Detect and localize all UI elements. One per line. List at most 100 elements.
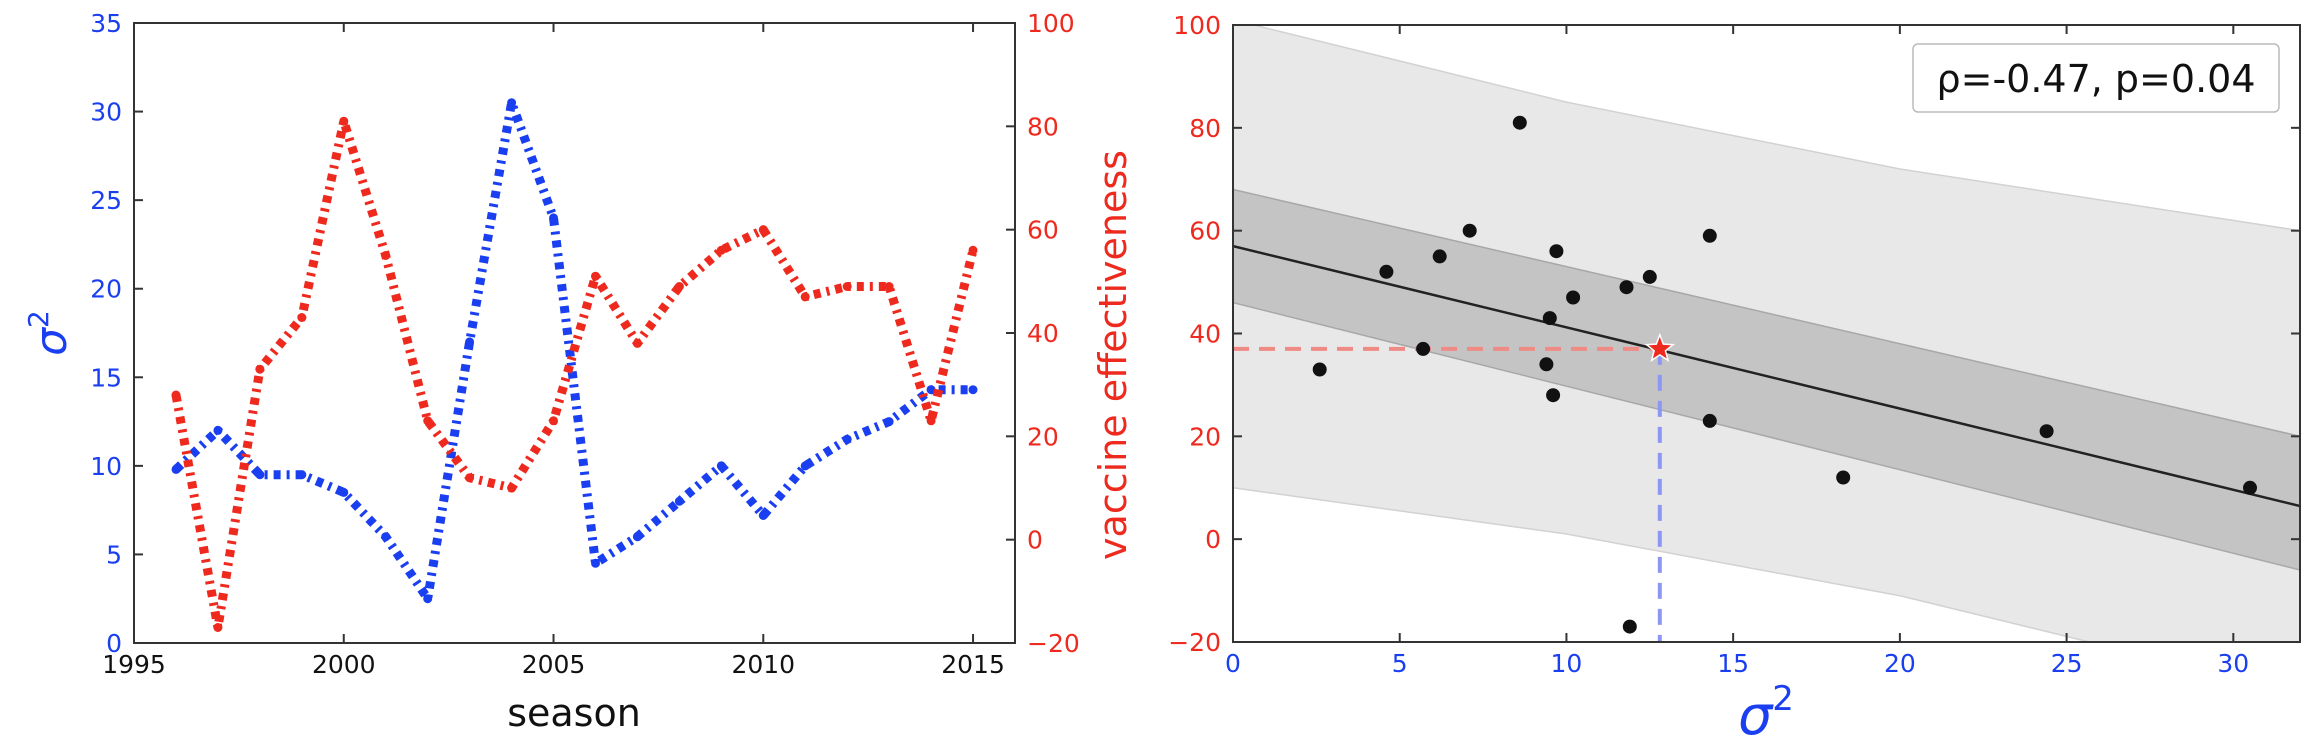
left-x-ticks: 1995 2000 2005 2010 2015 [102,23,1005,679]
x-tick-label: 2000 [312,650,376,679]
left-x-axis-label: season [507,691,641,735]
scatter-point [2243,480,2257,495]
series-point-blue [381,532,391,542]
scatter-point [1619,280,1634,295]
scatter-point [1379,264,1394,279]
scatter-point [1622,619,1637,634]
y-right-tick-label: −20 [1027,629,1080,658]
series-point-blue [800,461,810,471]
series-point-red [632,338,642,348]
y-tick-label: 40 [1189,320,1221,349]
right-x-axis-label-sup: 2 [1772,679,1794,719]
series-point-blue [507,98,517,108]
x-tick-label: 2005 [522,650,586,679]
series-point-red [591,271,600,281]
scatter-point [1566,290,1581,305]
series-point-blue [884,417,894,427]
scatter-point [1432,249,1447,264]
scatter-point [1546,388,1561,403]
star-marker [1644,332,1676,363]
left-y-axis-label: σ2 [22,310,77,356]
series-point-red [842,282,852,291]
series-point-red [674,282,684,291]
y-tick-label: 35 [90,9,122,38]
y-right-tick-label: 0 [1027,526,1043,555]
scatter-point [1702,228,1717,243]
scatter-point [1539,357,1554,372]
y-tick-label: 0 [1205,525,1221,554]
scatter-point [1642,269,1657,284]
x-tick-label: 20 [1884,649,1916,678]
annotation-box [1912,43,2280,113]
series-point-blue [968,385,978,395]
series-point-red [758,225,768,235]
series-point-blue [842,434,852,444]
y-tick-label: 30 [90,98,122,127]
right-y-ticks: −20 0 20 40 60 80 100 [1168,11,2300,657]
series-point-blue [465,337,475,347]
y-tick-label: 25 [90,186,122,215]
y-tick-label: 100 [1173,11,1221,40]
scatter-point [1312,362,1327,377]
series-point-blue [716,461,726,471]
correlation-annotation: ρ=-0.47, p=0.04 [1936,57,2255,101]
scatter-point [1512,115,1527,130]
series-line-blue [172,98,973,604]
y-tick-label: 20 [1189,422,1221,451]
scatter-point [1702,413,1717,428]
series-point-red [926,416,936,426]
scatter-point [1549,244,1564,259]
y-right-tick-label: 40 [1027,319,1059,348]
scatter-points [1312,115,2257,634]
series-point-blue [255,470,265,480]
right-x-ticks: 0 5 10 15 20 25 30 [1225,25,2249,678]
series-point-blue [297,470,307,480]
left-y-axis-label-base: σ [26,327,77,356]
x-tick-label: 15 [1717,649,1749,678]
series-point-blue [213,425,223,435]
series-point-red [800,292,810,302]
right-y-axis-label: vaccine effectiveness [1091,150,1135,560]
series-point-blue [339,487,349,497]
series-point-blue [591,558,600,568]
series-point-blue [549,213,558,223]
series-point-red [339,116,349,126]
x-tick-label: 10 [1551,649,1583,678]
series-point-red [171,390,181,400]
series-point-red [465,473,475,483]
y-tick-label: −20 [1168,628,1221,657]
right-x-axis-label: σ2 [1738,679,1794,747]
x-tick-label: 1995 [102,650,166,679]
series-point-blue [674,496,684,506]
scatter-point [1836,470,1851,485]
y-right-tick-label: 80 [1027,112,1059,141]
y-right-tick-label: 60 [1027,216,1059,245]
y-tick-label: 15 [90,363,122,392]
confidence-bands [1233,25,2300,642]
fit-line [1233,244,2300,508]
series-point-red [423,416,433,426]
y-tick-label: 10 [90,452,122,481]
y-tick-label: 80 [1189,114,1221,143]
series-point-red [297,313,307,322]
scatter-point [1462,223,1477,238]
regression-line [1233,244,2300,508]
x-tick-label: 25 [2051,649,2083,678]
left-y-right-ticks: −20 0 20 40 60 80 100 [1006,9,1080,658]
x-tick-label: 2010 [731,650,795,679]
series-point-blue [926,385,936,395]
scatter-point [1416,341,1431,356]
series-point-blue [423,594,433,604]
left-y-axis-label-sup: 2 [22,310,55,328]
series-line-red [171,116,978,632]
left-y-ticks: 0 5 10 15 20 25 30 35 [90,9,143,658]
y-right-tick-label: 100 [1027,9,1075,38]
y-tick-label: 20 [90,275,122,304]
series-point-blue [632,532,642,542]
series-point-red [884,282,894,291]
scatter-point [1542,311,1557,326]
y-tick-label: 0 [106,629,122,658]
right-x-axis-label-base: σ [1738,684,1774,747]
left-series [171,98,978,632]
